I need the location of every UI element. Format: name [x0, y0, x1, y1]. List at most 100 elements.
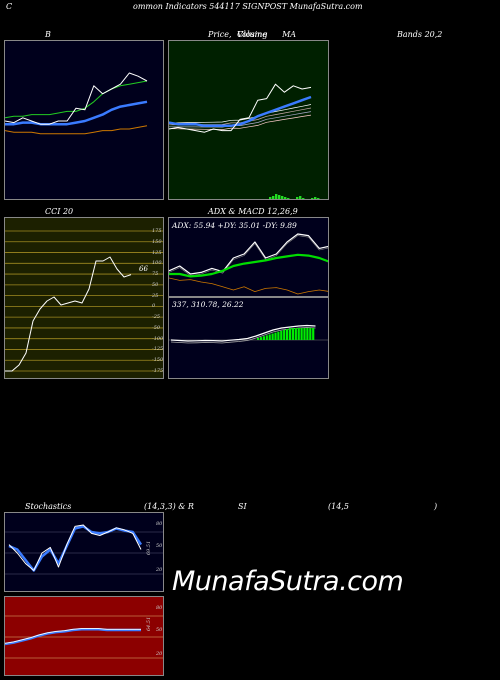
price-ma-line [169, 95, 312, 128]
volume-bar [287, 198, 290, 199]
volume-bar [299, 196, 302, 199]
adx-main-line [169, 253, 328, 278]
macd-histogram-bar [288, 328, 292, 340]
cci-tick-label: 125 [152, 249, 162, 256]
stoch-tick-80: 80 [156, 521, 163, 527]
cci-tick-label: 25 [152, 292, 159, 299]
macd-histogram-bar [277, 331, 280, 340]
stoch-tick-20: 20 [156, 567, 163, 573]
cci-tick-label: 50 [152, 281, 159, 288]
bollinger-bands-chart [5, 72, 148, 135]
price-ma-panel [168, 40, 329, 200]
cci-tick-label: 0 [152, 303, 156, 310]
macd-histogram-bar [300, 328, 303, 340]
adx-plus-dy-shadow [169, 235, 328, 276]
price-title: Price, Volume Closing MA [208, 30, 297, 39]
stochastics-chart [5, 524, 163, 575]
rsi-signal-line [5, 628, 141, 644]
macd-histogram-bar [265, 335, 268, 340]
chart-header-prefix: C [6, 2, 13, 11]
adx-title: ADX & MACD 12,26,9 [208, 207, 298, 216]
stoch-title: Stochastics [25, 502, 72, 511]
rsi-param-close: ) [434, 502, 438, 511]
cci-tick-label: 175 [152, 228, 162, 234]
macd-histogram-bar [309, 328, 312, 340]
macd-readout: 337, 310.78, 26.22 [172, 300, 244, 309]
macd-histogram-bar [283, 329, 286, 340]
rsi-last-value: 64.51 [146, 616, 153, 632]
macd-histogram-bar [274, 332, 277, 340]
price-close-line [169, 83, 312, 133]
adx-minus-dy-line [169, 277, 328, 295]
macd-histogram-bar [262, 336, 265, 340]
rsi-line [5, 628, 141, 646]
rsi-panel: 80 50 20 64.51 [4, 596, 164, 676]
bands-title: Bands 20,2 [397, 30, 443, 39]
price-ma-aux-line-3 [169, 114, 312, 130]
rsi-title-si: SI [238, 502, 247, 511]
stoch-last-value: 69.51 [146, 540, 153, 556]
rsi-param: (14,5 [328, 502, 349, 511]
cci-tick-label: -25 [152, 314, 161, 321]
adx-plus-dy-line [169, 233, 328, 275]
cci-title: CCI 20 [45, 207, 74, 216]
cci-chart [5, 230, 163, 372]
cci-tick-label: -175 [152, 368, 164, 374]
macd-histogram-bar [291, 328, 294, 340]
bands-price-line [5, 72, 148, 125]
volume-bar [284, 197, 287, 199]
price-ma-aux-line-2 [169, 111, 312, 128]
cci-line [5, 256, 132, 372]
volume-bar [311, 198, 314, 199]
cci-panel: 175 150 125 100 75 50 25 0 -25 -50 -100 -125 -150 -17… [4, 217, 164, 379]
volume-bar [296, 197, 299, 199]
cci-tick-label: -150 [152, 357, 164, 364]
adx-panel: ADX: 55.94 +DY: 35.01 -DY: 9.89 [168, 217, 329, 297]
volume-bar [317, 198, 320, 199]
adx-readout: ADX: 55.94 +DY: 35.01 -DY: 9.89 [172, 221, 297, 230]
macd-signal-line [170, 327, 316, 344]
macd-histogram-bar [294, 328, 297, 340]
rsi-chart [5, 615, 163, 659]
volume-bar [314, 197, 317, 199]
rsi-tick-50: 50 [156, 627, 163, 633]
bands-middle-line [5, 100, 148, 126]
stochastics-panel: 80 50 20 69.51 [4, 512, 164, 592]
cci-tick-label: -125 [152, 346, 164, 353]
cci-tick-label: 75 [152, 271, 159, 278]
cci-tick-label: -50 [152, 324, 161, 331]
macd-histogram-bar [297, 328, 300, 340]
volume-bar [278, 195, 281, 199]
macd-histogram-bar [312, 328, 315, 340]
stoch-k-line [8, 525, 143, 572]
macd-histogram-bar [268, 334, 271, 340]
macd-histogram-bar [257, 338, 260, 340]
cci-last-value: 66 [139, 265, 148, 273]
macd-chart [169, 324, 328, 344]
macd-histogram-bar [259, 337, 263, 340]
adx-chart [169, 233, 328, 295]
bands-title-b: B [45, 30, 51, 39]
cci-tick-label: 100 [152, 260, 162, 267]
macd-histogram-bar [286, 329, 289, 340]
macd-panel: 337, 310.78, 26.22 [168, 297, 329, 379]
macd-line [170, 324, 316, 342]
macd-histogram-bar [303, 328, 306, 340]
bands-lower-line [5, 125, 148, 135]
chart-header-title: ommon Indicators 544117 SIGNPOST MunafaS… [133, 2, 363, 11]
stoch-d-line [8, 524, 142, 571]
watermark: MunafaSutra.com [172, 566, 404, 597]
bollinger-bands-panel [4, 40, 164, 200]
macd-histogram-bar [306, 328, 309, 340]
rsi-tick-80: 80 [156, 605, 163, 611]
volume-bar [272, 196, 275, 199]
rsi-tick-20: 20 [156, 651, 163, 657]
cci-tick-label: 150 [152, 238, 162, 245]
volume-bar [269, 197, 272, 199]
macd-histogram-bar [280, 330, 283, 340]
volume-bar [275, 194, 278, 199]
stoch-tick-50: 50 [156, 543, 163, 549]
volume-bar [302, 198, 305, 199]
stoch-param: (14,3,3) & R [144, 502, 194, 511]
price-ma-chart [169, 83, 320, 199]
